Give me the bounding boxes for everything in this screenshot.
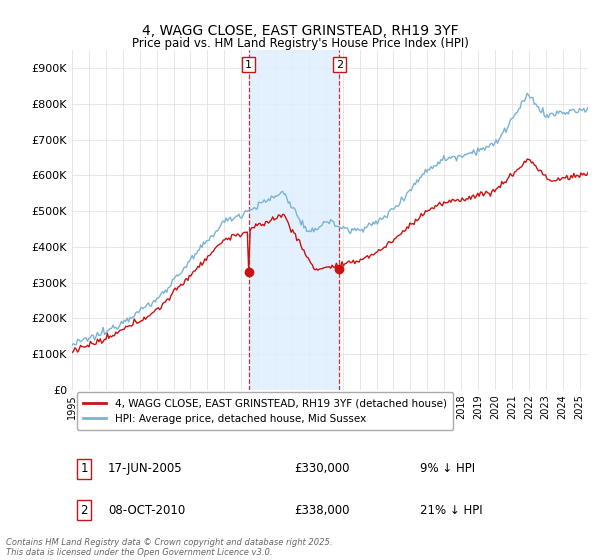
Text: £330,000: £330,000 (294, 462, 349, 475)
Text: Contains HM Land Registry data © Crown copyright and database right 2025.
This d: Contains HM Land Registry data © Crown c… (6, 538, 332, 557)
Text: 1: 1 (245, 60, 252, 69)
Bar (249, 50, 339, 390)
Text: 9% ↓ HPI: 9% ↓ HPI (420, 462, 475, 475)
Text: 4, WAGG CLOSE, EAST GRINSTEAD, RH19 3YF: 4, WAGG CLOSE, EAST GRINSTEAD, RH19 3YF (142, 24, 458, 38)
Text: 2: 2 (335, 60, 343, 69)
Text: 2: 2 (80, 504, 88, 517)
Text: 17-JUN-2005: 17-JUN-2005 (108, 462, 182, 475)
Text: 1: 1 (80, 462, 88, 475)
Legend: 4, WAGG CLOSE, EAST GRINSTEAD, RH19 3YF (detached house), HPI: Average price, de: 4, WAGG CLOSE, EAST GRINSTEAD, RH19 3YF … (77, 392, 453, 430)
Text: £338,000: £338,000 (294, 504, 349, 517)
Text: 08-OCT-2010: 08-OCT-2010 (108, 504, 185, 517)
Text: Price paid vs. HM Land Registry's House Price Index (HPI): Price paid vs. HM Land Registry's House … (131, 37, 469, 50)
Text: 21% ↓ HPI: 21% ↓ HPI (420, 504, 482, 517)
